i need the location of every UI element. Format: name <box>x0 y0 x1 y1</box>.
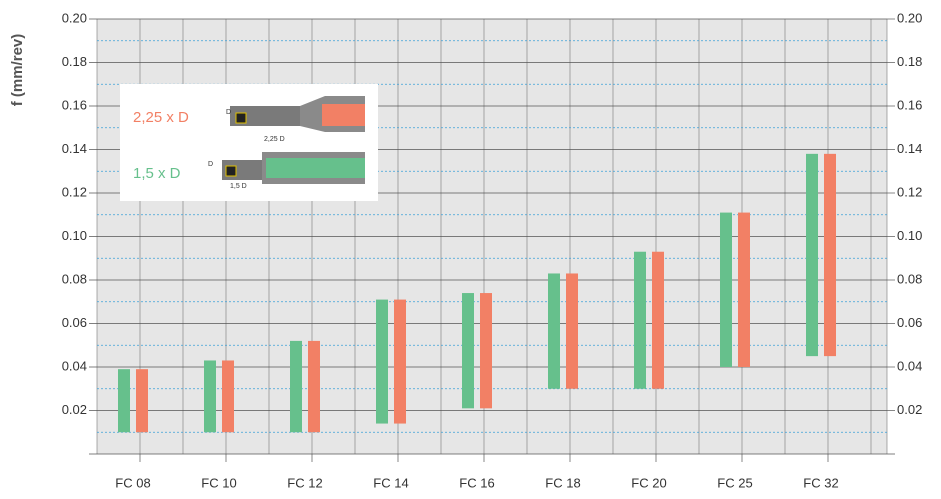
y2-tick-label: 0.04 <box>897 358 922 373</box>
range-bar <box>118 369 130 433</box>
x-tick-label: FC 32 <box>803 475 838 490</box>
y-tick-label: 0.16 <box>62 97 87 112</box>
y-tick-label: 0.04 <box>62 358 87 373</box>
dim-label: 1,5 D <box>230 183 247 190</box>
range-bar <box>480 293 492 409</box>
insert <box>235 112 247 124</box>
range-bar <box>806 153 818 357</box>
range-bar <box>308 340 320 433</box>
y2-tick-label: 0.10 <box>897 228 922 243</box>
y2-tick-label: 0.18 <box>897 54 922 69</box>
y2-tick-label: 0.06 <box>897 315 922 330</box>
legend-label: 1,5 x D <box>133 165 181 182</box>
dim-label: D <box>208 161 213 168</box>
y-tick-label: 0.08 <box>62 271 87 286</box>
tool-shank <box>230 106 300 126</box>
range-bar <box>566 273 578 389</box>
range-bar <box>222 360 234 433</box>
insert <box>225 165 237 177</box>
y2-tick-label: 0.14 <box>897 141 922 156</box>
legend-label: 2,25 x D <box>133 109 189 126</box>
x-tick-label: FC 25 <box>717 475 752 490</box>
y-tick-label: 0.14 <box>62 141 87 156</box>
x-tick-label: FC 20 <box>631 475 666 490</box>
y2-tick-label: 0.20 <box>897 10 922 25</box>
y-tick-label: 0.18 <box>62 54 87 69</box>
range-bar <box>462 293 474 409</box>
range-bar <box>824 153 836 357</box>
y2-tick-label: 0.16 <box>897 97 922 112</box>
x-tick-label: FC 14 <box>373 475 408 490</box>
x-tick-label: FC 18 <box>545 475 580 490</box>
y-tick-label: 0.10 <box>62 228 87 243</box>
y-tick-label: 0.02 <box>62 402 87 417</box>
x-tick-label: FC 16 <box>459 475 494 490</box>
range-bar <box>720 212 732 367</box>
legend: 2,25 x D 1,5 x D 2,25 D D 1,5 D D <box>120 84 378 201</box>
y2-tick-label: 0.08 <box>897 271 922 286</box>
range-bar <box>204 360 216 433</box>
range-bar <box>548 273 560 389</box>
x-tick-label: FC 10 <box>201 475 236 490</box>
marks <box>118 153 836 433</box>
y-tick-label: 0.20 <box>62 10 87 25</box>
range-bar <box>136 369 148 433</box>
y2-tick-label: 0.12 <box>897 184 922 199</box>
x-tick-label: FC 08 <box>115 475 150 490</box>
tool-band <box>322 104 365 126</box>
range-bar <box>652 251 664 389</box>
dim-label: D <box>226 109 231 116</box>
tool-band <box>266 158 365 178</box>
range-bar <box>290 340 302 433</box>
range-bar <box>394 299 406 424</box>
x-tick-label: FC 12 <box>287 475 322 490</box>
range-bar <box>634 251 646 389</box>
y-axis-label: f (mm/rev) <box>9 34 26 107</box>
range-bar <box>738 212 750 367</box>
y2-tick-label: 0.02 <box>897 402 922 417</box>
y-tick-label: 0.06 <box>62 315 87 330</box>
y-tick-label: 0.12 <box>62 184 87 199</box>
dim-label: 2,25 D <box>264 136 285 143</box>
range-bar <box>376 299 388 424</box>
